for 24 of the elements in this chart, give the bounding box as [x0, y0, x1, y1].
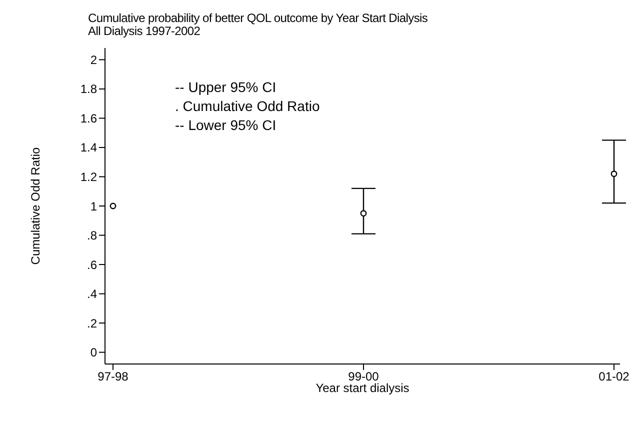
y-tick-label: .4	[86, 287, 98, 302]
y-tick-label: 1.8	[80, 82, 98, 96]
chart-subtitle: All Dialysis 1997-2002	[88, 24, 202, 38]
annotation: -- Lower 95% CI	[175, 116, 278, 135]
y-tick-label: 1.4	[80, 140, 98, 155]
point	[110, 202, 116, 210]
annotation: -- Upper 95% CI	[175, 78, 278, 97]
annotation: . Cumulative Odd Ratio	[175, 97, 320, 116]
x-tick-label: 97-98	[98, 370, 129, 384]
y-tick-label: 1.6	[80, 111, 98, 126]
y-axis-title: Cumulative Odd Ratio	[28, 146, 42, 265]
y-tick-label: .2	[86, 316, 98, 330]
y-tick-label: .6	[86, 258, 98, 272]
y-tick-label: 2	[90, 52, 98, 67]
point	[610, 170, 618, 178]
x-tick-label: 01-02	[598, 370, 630, 384]
x-tick-label: 99-00	[348, 370, 380, 384]
x-axis-title: Year start dialysis	[316, 381, 410, 395]
y-tick-label: 1.2	[80, 170, 98, 184]
y-tick-label: .8	[86, 228, 98, 243]
point	[360, 210, 367, 217]
y-tick-label: 0	[90, 346, 98, 360]
chart-title: Cumulative probability of better QOL outcome by Year Start Dialysis	[88, 11, 428, 25]
y-tick-label: 1	[90, 199, 98, 214]
